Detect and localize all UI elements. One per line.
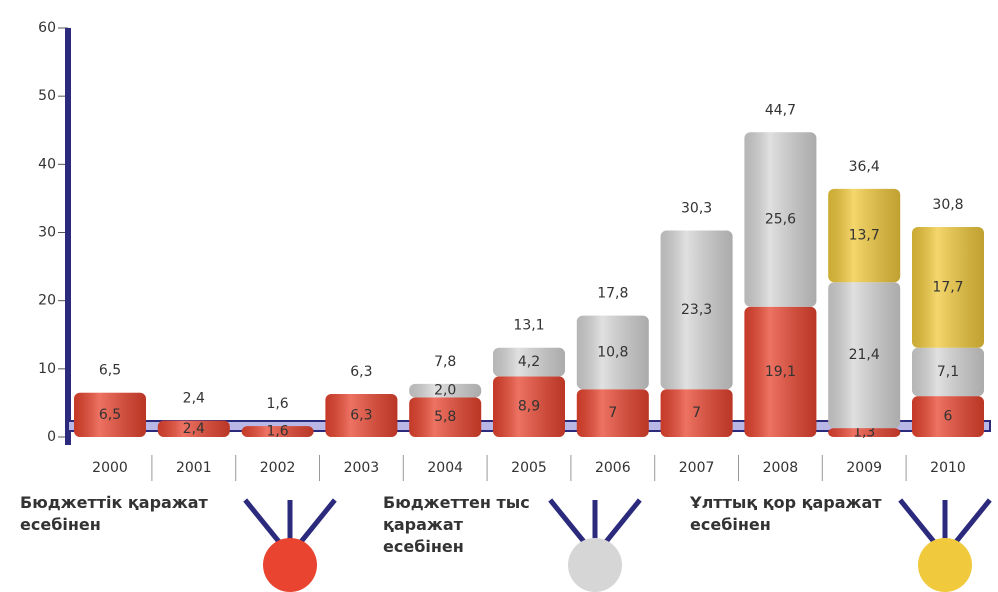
value-label: 17,7	[932, 279, 963, 295]
value-label: 7	[608, 405, 617, 421]
legend-label: Бюджеттен тыс қаражат есебінен	[383, 492, 533, 558]
value-label: 7	[692, 405, 701, 421]
page: 0 10 20 30 40 50 60 2000 6,5 6,5 2001 2,4 2,4 2002 1,6…	[0, 0, 998, 592]
value-label: 25,6	[765, 212, 796, 228]
value-label: 6,5	[99, 407, 121, 423]
value-label: 8,9	[518, 399, 540, 415]
value-label: 6,3	[350, 408, 372, 424]
y-tick-label: 0	[47, 429, 56, 445]
total-label: 30,3	[681, 200, 712, 216]
legend-label: Ұлттық қор қаражат есебінен	[690, 492, 890, 536]
y-tick-label: 60	[38, 20, 56, 36]
x-tick-label: 2003	[344, 460, 380, 476]
total-label: 44,7	[765, 102, 796, 118]
total-label: 6,5	[99, 363, 121, 379]
value-label: 4,2	[518, 354, 540, 370]
value-label: 2,4	[183, 421, 205, 437]
legend-label: Бюджеттік қаражат есебінен	[20, 492, 250, 536]
y-tick-label: 30	[38, 225, 56, 241]
x-tick-label: 2008	[763, 460, 799, 476]
total-label: 7,8	[434, 354, 456, 370]
total-label: 1,6	[266, 396, 288, 412]
value-label: 13,7	[849, 228, 880, 244]
value-label: 7,1	[937, 364, 959, 380]
y-tick-label: 10	[38, 361, 56, 377]
value-label: 21,4	[849, 347, 880, 363]
x-tick-label: 2010	[930, 460, 966, 476]
x-tick-label: 2006	[595, 460, 631, 476]
value-label: 6	[944, 409, 953, 425]
y-tick-label: 20	[38, 293, 56, 309]
value-label: 1,6	[266, 424, 288, 440]
value-label: 23,3	[681, 302, 712, 318]
total-label: 2,4	[183, 391, 205, 407]
legend-swatch	[568, 538, 622, 592]
x-tick-label: 2005	[511, 460, 547, 476]
value-label: 5,8	[434, 409, 456, 425]
x-tick-label: 2009	[846, 460, 882, 476]
legend-swatch	[263, 538, 317, 592]
value-label: 19,1	[765, 364, 796, 380]
total-label: 13,1	[513, 318, 544, 334]
y-tick-label: 40	[38, 156, 56, 172]
x-tick-label: 2002	[260, 460, 296, 476]
value-label: 2,0	[434, 383, 456, 399]
y-tick-label: 50	[38, 88, 56, 104]
x-tick-label: 2000	[92, 460, 128, 476]
value-label: 10,8	[597, 344, 628, 360]
x-tick-label: 2004	[427, 460, 463, 476]
x-tick-label: 2001	[176, 460, 212, 476]
total-label: 30,8	[932, 197, 963, 213]
x-tick-label: 2007	[679, 460, 715, 476]
total-label: 6,3	[350, 364, 372, 380]
total-label: 17,8	[597, 286, 628, 302]
legend-swatch	[918, 538, 972, 592]
total-label: 36,4	[849, 159, 880, 175]
